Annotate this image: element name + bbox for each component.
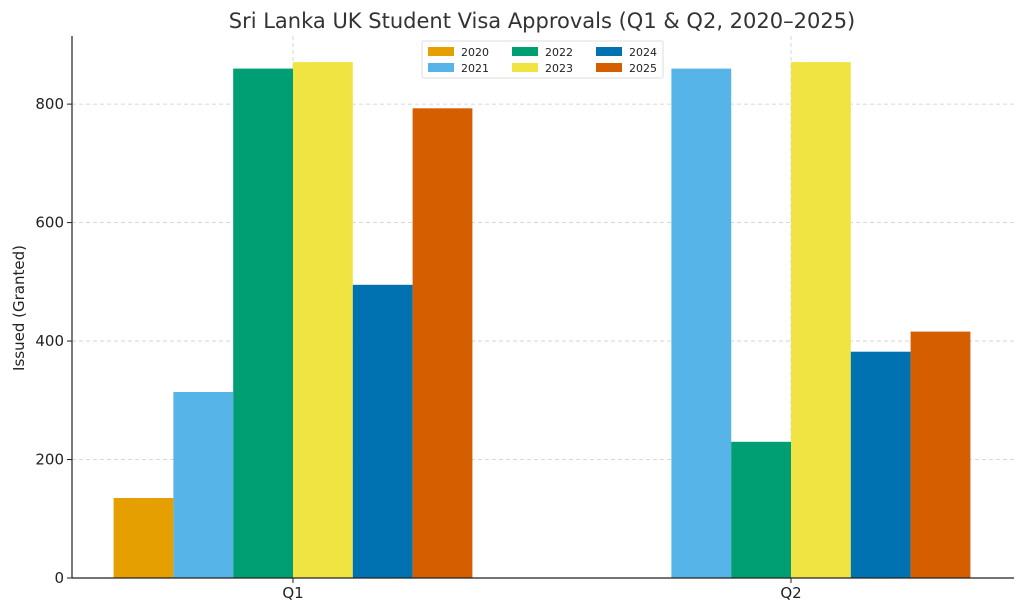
bar-2025-Q2 [910,331,971,578]
y-tick-label-0: 0 [54,569,64,587]
bar-2022-Q1 [233,68,293,578]
bar-2022-Q2 [731,441,791,578]
legend-label-2021: 2021 [461,62,489,75]
y-tick-label-4: 800 [35,95,64,113]
legend-swatch-2025 [596,63,622,72]
bar-2021-Q2 [671,68,732,578]
y-tick-labels: 0 200 400 600 800 [35,95,64,587]
y-axis-label: Issued (Granted) [10,245,28,371]
y-tick-label-3: 600 [35,214,64,232]
x-tick-label-Q2: Q2 [780,584,801,602]
legend-label-2020: 2020 [461,46,489,59]
bar-2025-Q1 [412,108,473,579]
chart-title: Sri Lanka UK Student Visa Approvals (Q1 … [229,9,856,33]
legend-label-2022: 2022 [545,46,573,59]
axes [67,36,1014,583]
bar-2023-Q2 [791,62,851,579]
legend-swatch-2021 [428,63,454,72]
bar-2020-Q1 [113,498,174,578]
bar-2021-Q1 [173,392,234,578]
legend-label-2024: 2024 [629,46,657,59]
bars-group [113,62,971,579]
legend-label-2023: 2023 [545,62,573,75]
legend-swatch-2022 [512,47,538,56]
legend-box [421,40,664,79]
y-tick-label-1: 200 [35,451,64,469]
legend: 2020 2021 2022 2023 2024 2025 [421,40,664,79]
legend-swatch-2024 [596,47,622,56]
bar-2024-Q2 [850,351,911,578]
legend-swatch-2020 [428,47,454,56]
legend-swatch-2023 [512,63,538,72]
y-tick-label-2: 400 [35,332,64,350]
x-tick-labels: Q1 Q2 [282,584,801,602]
legend-label-2025: 2025 [629,62,657,75]
x-tick-label-Q1: Q1 [282,584,303,602]
bar-2023-Q1 [293,62,353,579]
bar-2024-Q1 [352,284,413,578]
